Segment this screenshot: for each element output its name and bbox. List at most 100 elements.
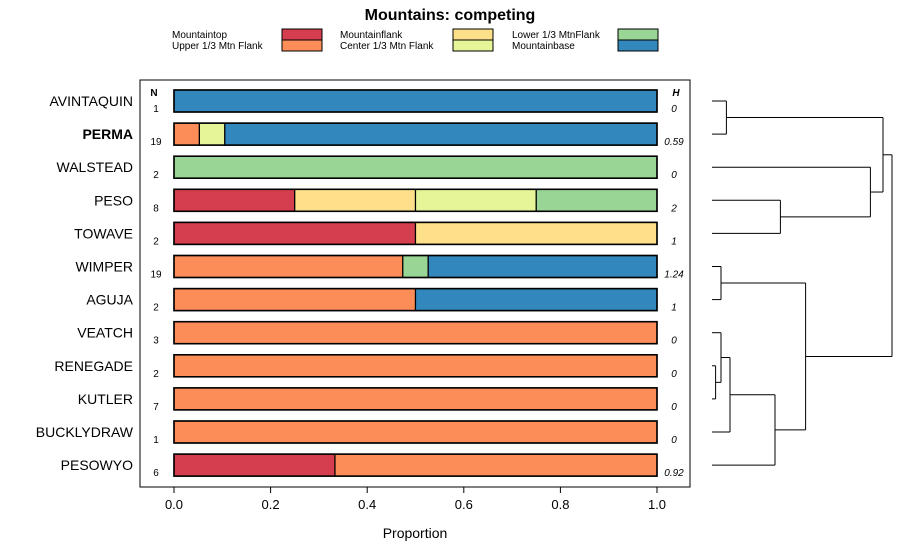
bar-row: RENEGADE 2 0 [54, 353, 677, 380]
row-h-value: 1 [671, 236, 677, 247]
row-h-value: 0 [671, 104, 677, 115]
legend-label-base: Mountainbase [512, 41, 575, 52]
row-h-value: 0 [671, 402, 677, 413]
row-label: AGUJA [86, 292, 133, 308]
chart-title: Mountains: competing [365, 7, 536, 24]
x-axis-label: Proportion [383, 525, 448, 541]
row-n-value: 2 [153, 170, 159, 181]
row-label: KUTLER [78, 391, 133, 407]
bar-outline [173, 387, 658, 411]
row-h-value: 1.24 [664, 270, 684, 281]
bar-row: PERMA 19 0.59 [82, 122, 684, 148]
legend-swatch-center [452, 39, 494, 52]
x-tick-label: 0.2 [262, 497, 280, 512]
row-h-value: 0.92 [664, 468, 684, 479]
bar-segment-base [427, 254, 658, 279]
bar-outline [173, 287, 658, 312]
row-n-value: 6 [153, 468, 159, 479]
row-h-value: 0.59 [664, 137, 684, 148]
row-label: AVINTAQUIN [50, 93, 134, 109]
row-h-value: 0 [671, 336, 677, 347]
bar-segment-mountaintop [173, 221, 417, 245]
bar-outline [173, 221, 658, 246]
legend-label-mountaintop: Mountaintop [172, 30, 227, 41]
bar-outline [173, 353, 658, 378]
row-label: WALSTEAD [57, 159, 134, 175]
bar-segment-upper [173, 321, 658, 345]
legend-label-upper: Upper 1/3 Mtn Flank [172, 41, 264, 52]
bar-segment-upper [173, 387, 658, 411]
bar-outline [173, 320, 658, 345]
bar-row: PESO 8 2 [94, 188, 677, 214]
dendrogram [712, 100, 893, 466]
legend-label-lower: Lower 1/3 MtnFlank [512, 30, 601, 41]
bar-segment-mountaintop [173, 453, 336, 477]
x-tick-label: 0.6 [455, 497, 473, 512]
x-axis: 0.0 0.2 0.4 0.6 0.8 1.0 [165, 487, 666, 512]
row-h-value: 2 [670, 203, 677, 214]
bar-segment-center [414, 188, 537, 212]
row-n-value: 19 [150, 270, 162, 281]
bar-outline [173, 155, 658, 179]
bar-row: PESOWYO 6 0.92 [61, 453, 684, 479]
bar-segment-upper [173, 420, 658, 444]
legend-swatch-mountaintop [281, 28, 323, 41]
bar-row: AGUJA 2 1 [86, 287, 677, 314]
bar-segment-base [173, 89, 658, 113]
bar-segment-base [414, 288, 658, 312]
bar-row: WALSTEAD 2 0 [57, 155, 677, 181]
bar-outline [173, 420, 658, 444]
row-n-value: 2 [153, 236, 159, 247]
bar-row: KUTLER 7 0 [78, 387, 677, 413]
legend-swatch-lower [617, 28, 659, 41]
bar-segment-lower [173, 155, 658, 179]
legend-swatch-upper [281, 39, 323, 52]
row-h-value: 1 [671, 303, 677, 314]
row-label: RENEGADE [54, 358, 133, 374]
bar-row: VEATCH 3 0 [77, 320, 677, 347]
bar-row: TOWAVE 2 1 [74, 221, 677, 247]
row-n-value: 2 [153, 303, 159, 314]
bar-segment-mountainflank [294, 188, 417, 212]
legend-label-mountainflank: Mountainflank [340, 30, 403, 41]
bar-segment-upper [173, 288, 417, 312]
bar-segment-lower [402, 254, 429, 279]
bar-row: WIMPER 19 1.24 [75, 254, 684, 281]
row-label: PESOWYO [61, 457, 133, 473]
legend-swatch-mountainflank [452, 28, 494, 41]
bar-row: AVINTAQUIN 1 0 [50, 89, 677, 115]
row-n-value: 8 [153, 203, 159, 214]
bar-segment-upper [173, 122, 201, 146]
row-h-value: 0 [671, 435, 677, 446]
x-tick-label: 0.0 [165, 497, 183, 512]
bar-outline [173, 453, 658, 477]
bar-segment-lower [535, 188, 658, 212]
bar-segment-base [224, 122, 658, 146]
bar-outline [173, 122, 658, 146]
row-n-value: 1 [153, 104, 159, 115]
row-label: PESO [94, 192, 133, 208]
bar-segment-mountaintop [173, 188, 296, 212]
bar-outline [173, 188, 658, 213]
row-label: BUCKLYDRAW [36, 424, 134, 440]
x-tick-label: 0.4 [358, 497, 376, 512]
row-n-value: 19 [150, 137, 162, 148]
row-n-value: 3 [153, 336, 159, 347]
row-n-value: 2 [153, 369, 159, 380]
row-label: VEATCH [77, 325, 133, 341]
legend-swatch-base [617, 39, 659, 52]
row-h-value: 0 [671, 170, 677, 181]
row-n-value: 1 [153, 435, 159, 446]
row-n-value: 7 [153, 402, 159, 413]
n-header: N [150, 88, 157, 99]
row-label: TOWAVE [74, 225, 133, 241]
x-tick-label: 1.0 [648, 497, 666, 512]
x-tick-label: 0.8 [551, 497, 569, 512]
row-label: WIMPER [75, 259, 133, 275]
bar-segment-mountainflank [414, 221, 658, 245]
bar-outline [173, 89, 658, 113]
bar-segment-upper [334, 453, 658, 477]
